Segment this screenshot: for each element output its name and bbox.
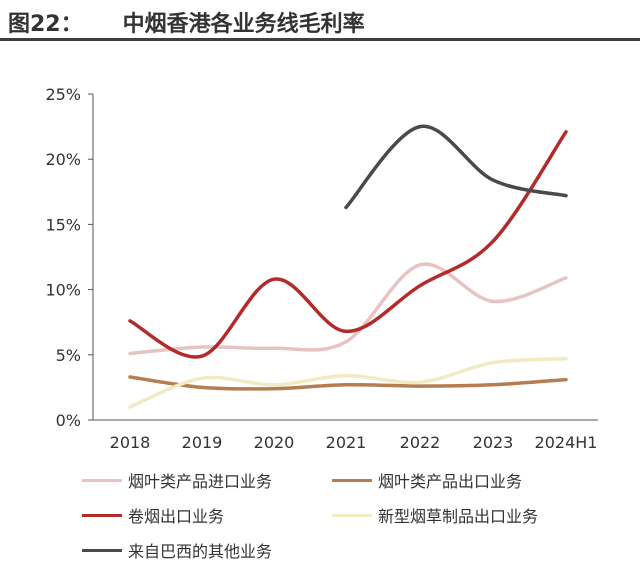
y-tick-label: 20% (45, 150, 81, 169)
figure-title: 图22： 中烟香港各业务线毛利率 (8, 6, 365, 38)
series-line-0 (128, 262, 568, 356)
y-tick-label: 0% (56, 411, 81, 430)
y-tick-label: 10% (45, 281, 81, 300)
x-tick-label: 2024H1 (535, 433, 598, 452)
figure-label: 图22： (8, 12, 83, 37)
x-tick-label: 2022 (400, 433, 441, 452)
x-tick-label: 2019 (182, 433, 223, 452)
series-line-2 (128, 130, 568, 359)
x-tick-label: 2023 (473, 433, 514, 452)
x-tick-label: 2020 (254, 433, 295, 452)
series-line-4 (344, 124, 568, 210)
x-tick-label: 2021 (326, 433, 367, 452)
y-tick-label: 5% (56, 346, 81, 365)
y-tick-label: 15% (45, 215, 81, 234)
series-line-1 (128, 375, 568, 391)
series-line-3 (128, 356, 568, 409)
title-divider (0, 38, 640, 41)
figure-title-text: 中烟香港各业务线毛利率 (122, 12, 365, 37)
y-tick-label: 25% (45, 85, 81, 104)
x-tick-label: 2018 (110, 433, 151, 452)
